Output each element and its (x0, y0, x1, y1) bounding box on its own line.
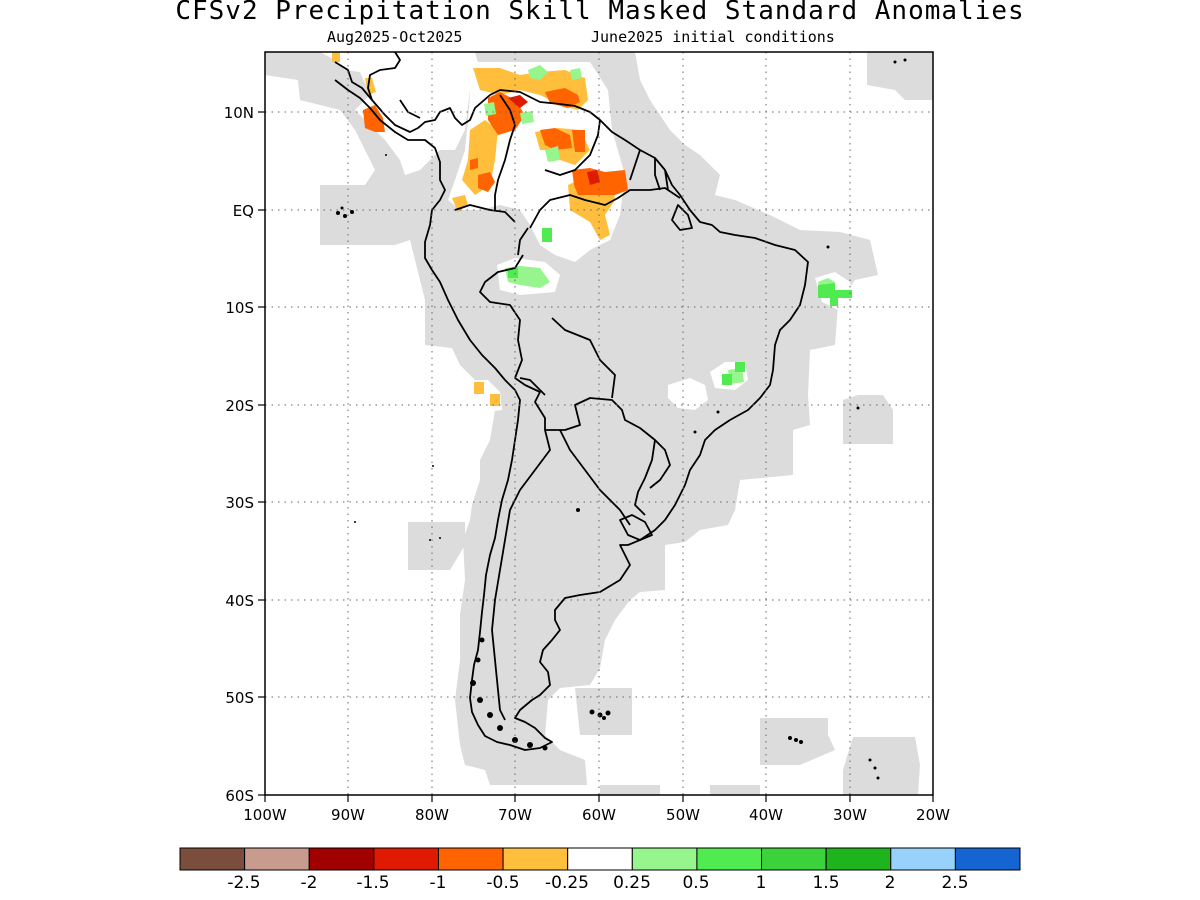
legend-swatch-10 (761, 847, 827, 871)
lat-label-60s: 60S (225, 787, 254, 805)
color-legend-labels: -2.5 -2 -1.5 -1 -0.5 -0.25 0.25 0.5 1 1.… (227, 873, 968, 893)
wet-anomaly-moderate (508, 228, 852, 385)
legend-label-12: 2.5 (941, 873, 968, 893)
legend-label-9: 1 (756, 873, 767, 893)
map-title: CFSv2 Precipitation Skill Masked Standar… (175, 0, 1025, 26)
map-period: Aug2025-Oct2025 (327, 28, 463, 46)
legend-label-10: 1.5 (812, 873, 839, 893)
legend-swatch-5 (437, 847, 504, 871)
dry-anomaly-strong (508, 95, 600, 185)
lon-label-30w: 30W (833, 806, 867, 824)
lon-label-50w: 50W (666, 806, 700, 824)
lon-label-90w: 90W (331, 806, 365, 824)
lat-label-40s: 40S (225, 592, 254, 610)
skill-mask (265, 52, 933, 795)
map-init-conditions: June2025 initial conditions (591, 28, 835, 46)
lat-label-10n: 10N (224, 104, 254, 122)
dry-anomaly-moderate (363, 88, 628, 195)
legend-label-1: -2.5 (227, 873, 260, 893)
legend-swatch-9 (696, 847, 763, 871)
lat-label-20s: 20S (225, 397, 254, 415)
legend-swatch-13 (954, 847, 1021, 871)
legend-label-6: -0.25 (545, 873, 589, 893)
latitude-labels: 10N EQ 10S 20S 30S 40S 50S 60S (224, 104, 254, 805)
axis-ticks (258, 111, 934, 802)
legend-label-2: -2 (301, 873, 318, 893)
lon-label-100w: 100W (243, 806, 287, 824)
lat-label-10s: 10S (225, 299, 254, 317)
lat-label-30s: 30S (225, 494, 254, 512)
islands (336, 58, 907, 780)
legend-swatch-1 (179, 847, 246, 871)
legend-label-7: 0.25 (613, 873, 651, 893)
legend-label-8: 0.5 (682, 873, 709, 893)
lon-label-20w: 20W (916, 806, 950, 824)
legend-label-11: 2 (885, 873, 896, 893)
legend-swatch-6 (502, 847, 569, 871)
legend-label-5: -0.5 (486, 873, 519, 893)
longitude-labels: 100W 90W 80W 70W 60W 50W 40W 30W 20W (243, 806, 950, 824)
lon-label-60w: 60W (582, 806, 616, 824)
legend-swatch-3 (308, 847, 375, 871)
legend-swatch-2 (244, 847, 310, 871)
legend-label-3: -1.5 (356, 873, 389, 893)
legend-swatch-11 (825, 847, 892, 871)
lat-label-50s: 50S (225, 689, 254, 707)
legend-swatch-12 (890, 847, 956, 871)
legend-label-4: -1 (430, 873, 447, 893)
lon-label-70w: 70W (498, 806, 532, 824)
graticule (265, 52, 933, 795)
legend-swatch-4 (373, 847, 439, 871)
lat-label-eq: EQ (233, 202, 254, 220)
lon-label-80w: 80W (415, 806, 449, 824)
color-legend (179, 847, 1021, 871)
lon-label-40w: 40W (749, 806, 783, 824)
legend-swatch-7 (567, 847, 633, 871)
coastlines (334, 52, 809, 751)
legend-swatch-8 (631, 847, 698, 871)
